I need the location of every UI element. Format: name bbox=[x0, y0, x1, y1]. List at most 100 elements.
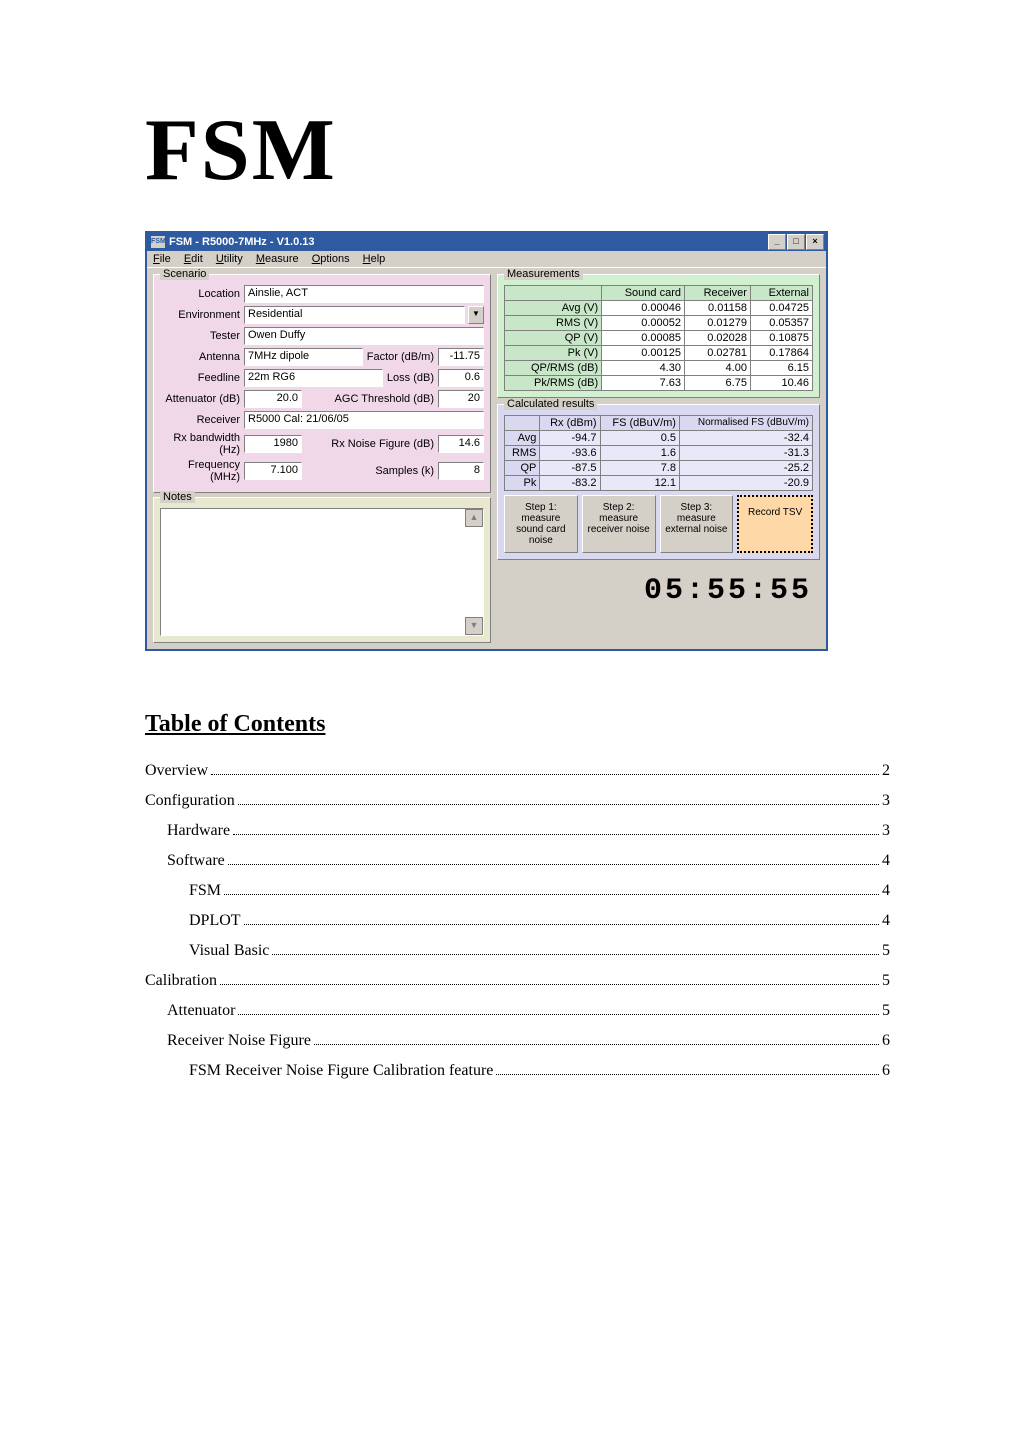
toc-entry[interactable]: Attenuator5 bbox=[167, 1002, 890, 1020]
calc-cell: -31.3 bbox=[679, 446, 812, 461]
toc-entry-page: 5 bbox=[882, 1002, 890, 1020]
meas-row-label: Pk/RMS (dB) bbox=[505, 376, 602, 391]
toc-entry[interactable]: Hardware3 bbox=[167, 822, 890, 840]
table-row: Pk/RMS (dB)7.636.7510.46 bbox=[505, 376, 813, 391]
agc-label: AGC Threshold (dB) bbox=[335, 393, 434, 405]
meas-cell: 0.00125 bbox=[602, 346, 685, 361]
meas-row-label: Pk (V) bbox=[505, 346, 602, 361]
toc-entry-text: FSM Receiver Noise Figure Calibration fe… bbox=[189, 1062, 493, 1080]
scroll-up-icon[interactable]: ▲ bbox=[465, 509, 483, 527]
attenuator-field[interactable]: 20.0 bbox=[244, 390, 302, 408]
app-window: FSM FSM - R5000-7MHz - V1.0.13 _ □ × Fil… bbox=[145, 231, 828, 651]
factor-field[interactable]: -11.75 bbox=[438, 348, 484, 366]
toc: Overview2Configuration3Hardware3Software… bbox=[145, 762, 890, 1080]
toc-entry-text: Software bbox=[167, 852, 225, 870]
toc-entry-text: Calibration bbox=[145, 972, 217, 990]
calc-row-label: Pk bbox=[505, 476, 540, 491]
loss-field[interactable]: 0.6 bbox=[438, 369, 484, 387]
toc-entry-page: 4 bbox=[882, 882, 890, 900]
step3-button[interactable]: Step 3: measure external noise bbox=[660, 495, 734, 553]
step1-button[interactable]: Step 1: measure sound card noise bbox=[504, 495, 578, 553]
meas-cell: 6.15 bbox=[750, 361, 812, 376]
meas-hdr-receiver: Receiver bbox=[684, 286, 750, 301]
menu-utility[interactable]: Utility bbox=[216, 253, 243, 265]
tester-field[interactable]: Owen Duffy bbox=[244, 327, 484, 345]
calc-row-label: RMS bbox=[505, 446, 540, 461]
calc-cell: -83.2 bbox=[540, 476, 600, 491]
toc-entry[interactable]: FSM4 bbox=[189, 882, 890, 900]
toc-leader-dots bbox=[496, 1073, 879, 1075]
notes-textarea[interactable]: ▲ ▼ bbox=[160, 508, 484, 636]
toc-entry[interactable]: Calibration5 bbox=[145, 972, 890, 990]
toc-entry-text: Visual Basic bbox=[189, 942, 269, 960]
menu-options[interactable]: Options bbox=[312, 253, 350, 265]
minimize-button[interactable]: _ bbox=[768, 234, 786, 250]
calc-cell: -32.4 bbox=[679, 431, 812, 446]
samples-field[interactable]: 8 bbox=[438, 462, 484, 480]
environment-dropdown-icon[interactable]: ▼ bbox=[468, 306, 484, 324]
table-row: Avg (V)0.000460.011580.04725 bbox=[505, 301, 813, 316]
toc-entry[interactable]: DPLOT4 bbox=[189, 912, 890, 930]
meas-cell: 0.02028 bbox=[684, 331, 750, 346]
toc-entry[interactable]: Configuration3 bbox=[145, 792, 890, 810]
environment-field[interactable]: Residential bbox=[244, 306, 465, 324]
record-tsv-button[interactable]: Record TSV bbox=[737, 495, 813, 553]
rxnf-field[interactable]: 14.6 bbox=[438, 435, 484, 453]
menu-file[interactable]: File bbox=[153, 253, 171, 265]
meas-cell: 0.01158 bbox=[684, 301, 750, 316]
calc-cell: 1.6 bbox=[600, 446, 679, 461]
calc-cell: 0.5 bbox=[600, 431, 679, 446]
freq-field[interactable]: 7.100 bbox=[244, 462, 302, 480]
menu-measure[interactable]: Measure bbox=[256, 253, 299, 265]
location-field[interactable]: Ainslie, ACT bbox=[244, 285, 484, 303]
table-row: QP/RMS (dB)4.304.006.15 bbox=[505, 361, 813, 376]
rxbw-label: Rx bandwidth (Hz) bbox=[160, 432, 240, 456]
attenuator-label: Attenuator (dB) bbox=[160, 393, 240, 405]
calc-hdr-rx: Rx (dBm) bbox=[540, 416, 600, 431]
toc-leader-dots bbox=[233, 833, 879, 835]
maximize-button[interactable]: □ bbox=[787, 234, 805, 250]
meas-hdr-blank bbox=[505, 286, 602, 301]
calc-row-label: QP bbox=[505, 461, 540, 476]
menu-edit[interactable]: Edit bbox=[184, 253, 203, 265]
toc-leader-dots bbox=[238, 803, 879, 805]
table-row: QP-87.57.8-25.2 bbox=[505, 461, 813, 476]
agc-field[interactable]: 20 bbox=[438, 390, 484, 408]
feedline-field[interactable]: 22m RG6 bbox=[244, 369, 383, 387]
calculated-table: Rx (dBm) FS (dBuV/m) Normalised FS (dBuV… bbox=[504, 415, 813, 491]
toc-entry-page: 6 bbox=[882, 1062, 890, 1080]
meas-hdr-external: External bbox=[750, 286, 812, 301]
toc-leader-dots bbox=[228, 863, 879, 865]
calc-cell: -20.9 bbox=[679, 476, 812, 491]
step2-button[interactable]: Step 2: measure receiver noise bbox=[582, 495, 656, 553]
antenna-field[interactable]: 7MHz dipole bbox=[244, 348, 363, 366]
toc-entry[interactable]: Software4 bbox=[167, 852, 890, 870]
table-row: RMS (V)0.000520.012790.05357 bbox=[505, 316, 813, 331]
toc-entry[interactable]: Receiver Noise Figure 6 bbox=[167, 1032, 890, 1050]
calc-hdr-fs: FS (dBuV/m) bbox=[600, 416, 679, 431]
measurements-table: Sound card Receiver External Avg (V)0.00… bbox=[504, 285, 813, 391]
toc-entry-page: 4 bbox=[882, 912, 890, 930]
calc-cell: -25.2 bbox=[679, 461, 812, 476]
rxnf-label: Rx Noise Figure (dB) bbox=[331, 438, 434, 450]
rxbw-field[interactable]: 1980 bbox=[244, 435, 302, 453]
calc-cell: -94.7 bbox=[540, 431, 600, 446]
toc-entry-page: 5 bbox=[882, 942, 890, 960]
close-button[interactable]: × bbox=[806, 234, 824, 250]
menu-help[interactable]: Help bbox=[363, 253, 386, 265]
toc-entry-text: Configuration bbox=[145, 792, 235, 810]
receiver-field[interactable]: R5000 Cal: 21/06/05 bbox=[244, 411, 484, 429]
scroll-down-icon[interactable]: ▼ bbox=[465, 617, 483, 635]
doc-title: FSM bbox=[145, 100, 890, 201]
toc-entry[interactable]: Visual Basic 5 bbox=[189, 942, 890, 960]
toc-entry[interactable]: FSM Receiver Noise Figure Calibration fe… bbox=[189, 1062, 890, 1080]
meas-row-label: QP (V) bbox=[505, 331, 602, 346]
toc-entry[interactable]: Overview2 bbox=[145, 762, 890, 780]
toc-entry-page: 3 bbox=[882, 822, 890, 840]
toc-entry-text: Receiver Noise Figure bbox=[167, 1032, 311, 1050]
meas-cell: 4.30 bbox=[602, 361, 685, 376]
scenario-group: Location Ainslie, ACT Environment Reside… bbox=[153, 274, 491, 493]
location-label: Location bbox=[160, 288, 240, 300]
loss-label: Loss (dB) bbox=[387, 372, 434, 384]
toc-entry-page: 6 bbox=[882, 1032, 890, 1050]
